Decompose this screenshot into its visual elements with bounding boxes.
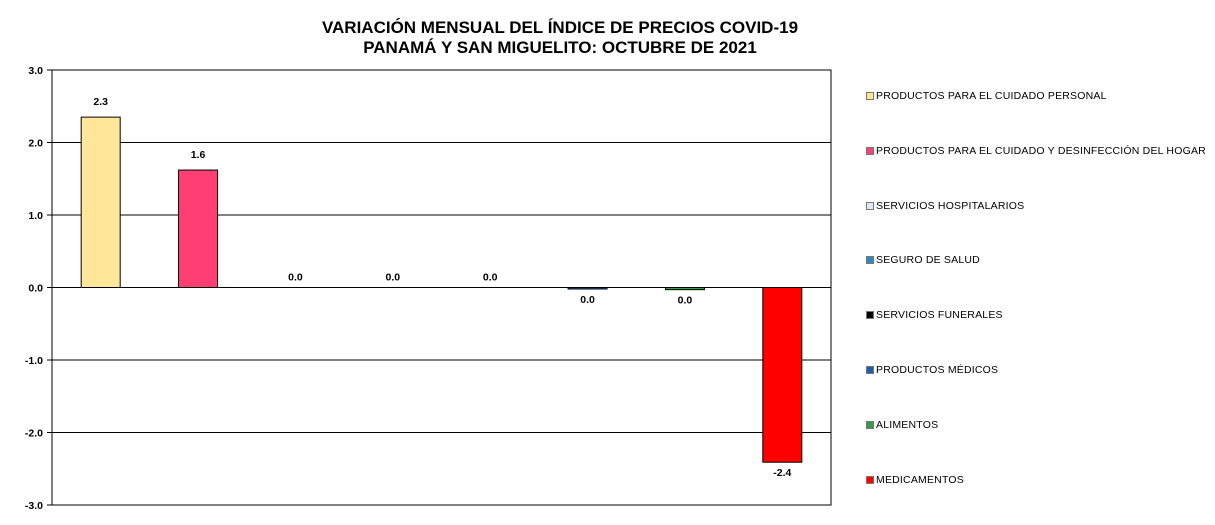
gridlines	[52, 69, 831, 506]
legend-label: SERVICIOS FUNERALES	[876, 309, 1003, 322]
legend-swatch	[866, 201, 874, 210]
data-label: -2.4	[773, 467, 791, 479]
y-axis-ticks: 3.0 2.0 1.0 0.0 -1.0 -2.0 -3.0	[25, 65, 52, 512]
y-tick-label: -1.0	[25, 355, 43, 367]
y-tick-label: -3.0	[25, 500, 43, 512]
data-label: 0.0	[288, 272, 303, 284]
bar	[80, 116, 121, 288]
data-label: 0.0	[483, 272, 498, 284]
data-label: 2.3	[93, 96, 108, 108]
y-tick-label: 3.0	[28, 65, 43, 77]
legend-swatch	[866, 92, 874, 100]
legend-item: PRODUCTOS MÉDICOS	[866, 362, 998, 378]
legend-swatch	[866, 311, 874, 320]
bars	[80, 116, 803, 463]
legend-item: MEDICAMENTOS	[866, 472, 964, 488]
y-tick-label: 0.0	[28, 283, 43, 295]
bar	[567, 287, 608, 290]
legend-swatch	[866, 475, 874, 484]
data-labels: 2.3 1.6 0.0 0.0 0.0 0.0 0.0 -2.4	[93, 96, 791, 479]
legend-item: PRODUCTOS PARA EL CUIDADO Y DESINFECCIÓN…	[866, 143, 1206, 159]
legend-item: SERVICIOS FUNERALES	[866, 307, 1003, 323]
legend-label: ALIMENTOS	[876, 418, 939, 431]
legend-swatch	[866, 146, 874, 155]
legend-item: SERVICIOS HOSPITALARIOS	[866, 198, 1024, 214]
legend-swatch	[866, 420, 874, 429]
plot-area-frame	[51, 69, 832, 506]
legend-label: SEGURO DE SALUD	[876, 254, 980, 267]
legend-item: ALIMENTOS	[866, 417, 938, 433]
bar	[762, 287, 803, 463]
legend-item: SEGURO DE SALUD	[866, 252, 980, 268]
y-tick-label: 2.0	[28, 138, 43, 150]
legend-swatch	[866, 366, 874, 374]
bar	[664, 287, 705, 291]
bar	[178, 169, 219, 288]
legend-swatch	[866, 256, 874, 265]
legend-label: SERVICIOS HOSPITALARIOS	[876, 199, 1025, 212]
legend-label: PRODUCTOS MÉDICOS	[876, 364, 999, 376]
data-label: 1.6	[191, 149, 206, 161]
legend-label: MEDICAMENTOS	[876, 473, 964, 486]
data-label: 0.0	[386, 272, 401, 284]
data-label: 0.0	[580, 294, 595, 306]
legend-item: PRODUCTOS PARA EL CUIDADO PERSONAL	[866, 88, 1107, 104]
legend-label: PRODUCTOS PARA EL CUIDADO Y DESINFECCIÓN…	[876, 144, 1206, 157]
chart-title: VARIACIÓN MENSUAL DEL ÍNDICE DE PRECIOS …	[0, 18, 1120, 58]
legend-label: PRODUCTOS PARA EL CUIDADO PERSONAL	[876, 90, 1107, 102]
chart-title-line-1: VARIACIÓN MENSUAL DEL ÍNDICE DE PRECIOS …	[321, 18, 799, 37]
y-tick-label: 1.0	[28, 210, 43, 222]
y-tick-label: -2.0	[25, 428, 43, 440]
data-label: 0.0	[678, 295, 693, 307]
chart-title-line-2: PANAMÁ Y SAN MIGUELITO: OCTUBRE DE 2021	[363, 38, 757, 57]
